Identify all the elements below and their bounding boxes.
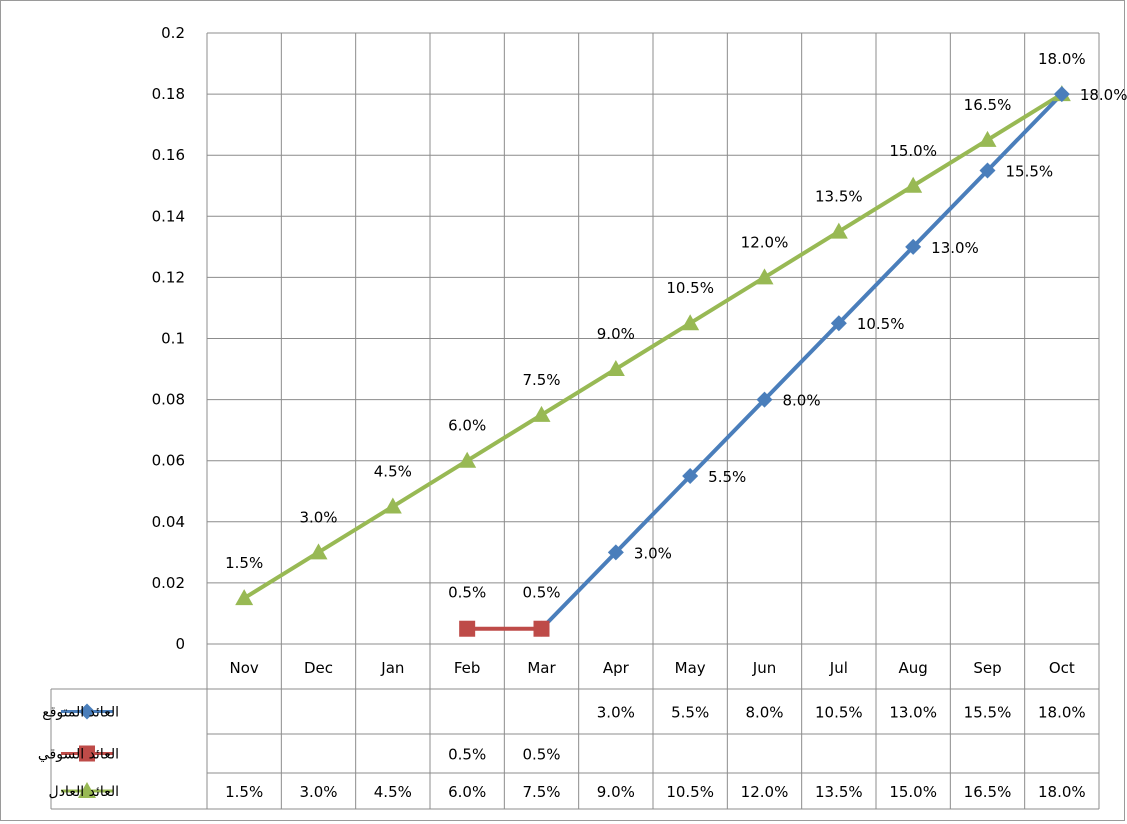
y-tick-label: 0.1 [161, 330, 185, 348]
table-cell: 12.0% [741, 783, 789, 801]
table-cell: 18.0% [1038, 783, 1086, 801]
data-point-1 [459, 620, 476, 637]
x-tick-label: Sep [973, 659, 1001, 677]
data-point-0 [682, 467, 699, 484]
data-label-2: 3.0% [299, 508, 337, 526]
data-point-2 [755, 268, 774, 285]
data-point-2 [606, 360, 625, 377]
table-cell: 3.0% [299, 783, 337, 801]
table-cell: 9.0% [597, 783, 635, 801]
table-cell: 10.5% [815, 704, 863, 722]
x-tick-label: May [675, 659, 706, 677]
data-label-0: 8.0% [783, 392, 821, 410]
x-tick-label: Dec [304, 659, 333, 677]
data-label-2: 10.5% [666, 279, 714, 297]
table-cell: 13.0% [889, 704, 937, 722]
y-tick-label: 0.14 [152, 207, 185, 225]
data-label-0: 5.5% [708, 468, 746, 486]
data-point-2 [235, 589, 254, 606]
data-label-2: 4.5% [374, 463, 412, 481]
x-tick-label: Aug [899, 659, 928, 677]
table-cell: 0.5% [522, 746, 560, 764]
data-point-2 [978, 130, 997, 147]
y-tick-label: 0.02 [152, 574, 185, 592]
table-cell: 15.0% [889, 783, 937, 801]
data-label-2: 12.0% [741, 233, 789, 251]
table-cell: 15.5% [964, 704, 1012, 722]
data-label-0: 18.0% [1080, 86, 1127, 104]
table-cell: 13.5% [815, 783, 863, 801]
table-cell: 8.0% [745, 704, 783, 722]
table-cell: 4.5% [374, 783, 412, 801]
data-point-2 [681, 314, 700, 331]
legend-label-2: العائد العادل [49, 784, 119, 800]
legend-label-0: العائد المتوقع [42, 705, 119, 721]
data-point-2 [383, 497, 402, 514]
x-tick-label: Oct [1049, 659, 1075, 677]
y-tick-label: 0.2 [161, 24, 185, 42]
data-point-2 [829, 222, 848, 239]
x-tick-label: Mar [527, 659, 556, 677]
data-label-2: 13.5% [815, 188, 863, 206]
y-tick-label: 0.06 [152, 452, 185, 470]
table-cell: 6.0% [448, 783, 486, 801]
table-cell: 1.5% [225, 783, 263, 801]
data-point-2 [904, 176, 923, 193]
data-point-2 [458, 451, 477, 468]
data-point-0 [607, 544, 624, 561]
y-tick-label: 0.04 [152, 513, 185, 531]
y-tick-label: 0 [175, 635, 185, 653]
data-label-2: 18.0% [1038, 50, 1086, 68]
x-tick-label: Apr [603, 659, 630, 677]
y-tick-label: 0.16 [152, 146, 185, 164]
table-cell: 5.5% [671, 704, 709, 722]
x-tick-label: Jun [752, 659, 776, 677]
table-cell: 18.0% [1038, 704, 1086, 722]
table-cell: 16.5% [964, 783, 1012, 801]
data-label-1: 0.5% [448, 584, 486, 602]
table-cell: 3.0% [597, 704, 635, 722]
y-tick-label: 0.18 [152, 85, 185, 103]
data-point-0 [979, 162, 996, 179]
data-point-0 [905, 238, 922, 255]
series-line-0 [540, 92, 1064, 631]
data-label-0: 13.0% [931, 239, 979, 257]
table-cell: 7.5% [522, 783, 560, 801]
x-tick-label: Jul [829, 659, 848, 677]
data-label-2: 15.0% [889, 142, 937, 160]
x-tick-label: Nov [230, 659, 259, 677]
data-point-1 [533, 620, 550, 637]
legend-key-marker-0 [79, 703, 95, 720]
data-label-2: 9.0% [597, 325, 635, 343]
y-tick-label: 0.12 [152, 268, 185, 286]
table-cell: 0.5% [448, 746, 486, 764]
data-point-2 [309, 543, 328, 560]
table-cell: 10.5% [666, 783, 714, 801]
data-label-0: 3.0% [634, 544, 672, 562]
data-point-0 [756, 391, 773, 408]
data-point-0 [830, 315, 847, 332]
data-point-2 [532, 405, 551, 422]
x-tick-label: Jan [380, 659, 404, 677]
legend-key-marker-2 [78, 782, 96, 798]
series-line-2 [243, 92, 1063, 600]
data-label-0: 10.5% [857, 315, 905, 333]
legend-label-1: العائد السوقي [38, 747, 119, 763]
data-label-2: 7.5% [522, 371, 560, 389]
legend-key-marker-1 [79, 745, 95, 762]
x-tick-label: Feb [454, 659, 481, 677]
data-label-2: 16.5% [964, 96, 1012, 114]
data-label-2: 6.0% [448, 417, 486, 435]
data-label-1: 0.5% [522, 584, 560, 602]
y-tick-label: 0.08 [152, 391, 185, 409]
data-label-0: 15.5% [1006, 162, 1054, 180]
data-label-2: 1.5% [225, 554, 263, 572]
data-point-0 [1053, 86, 1070, 103]
